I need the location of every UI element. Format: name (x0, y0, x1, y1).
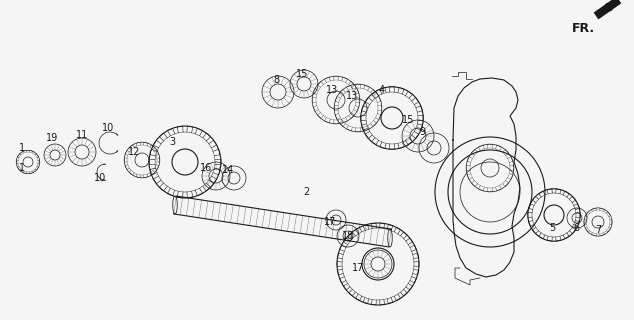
Text: 7: 7 (595, 225, 601, 235)
Text: 12: 12 (128, 147, 140, 157)
Text: 14: 14 (222, 165, 234, 175)
Text: 15: 15 (296, 69, 308, 79)
Text: 13: 13 (346, 91, 358, 101)
Text: 19: 19 (46, 133, 58, 143)
Text: 8: 8 (273, 75, 279, 85)
Text: 3: 3 (169, 137, 175, 147)
Text: 10: 10 (102, 123, 114, 133)
Text: 5: 5 (549, 223, 555, 233)
Text: 16: 16 (200, 163, 212, 173)
Text: 15: 15 (402, 115, 414, 125)
Text: 1: 1 (19, 163, 25, 173)
Text: 9: 9 (419, 127, 425, 137)
Text: 18: 18 (342, 231, 354, 241)
Text: FR.: FR. (572, 22, 595, 35)
Text: 4: 4 (379, 85, 385, 95)
Text: 17: 17 (352, 263, 364, 273)
Text: 1: 1 (19, 143, 25, 153)
Text: 6: 6 (573, 223, 579, 233)
Text: 13: 13 (326, 85, 338, 95)
Text: 17: 17 (324, 217, 336, 227)
Text: 2: 2 (303, 187, 309, 197)
Text: 10: 10 (94, 173, 106, 183)
Text: 11: 11 (76, 130, 88, 140)
